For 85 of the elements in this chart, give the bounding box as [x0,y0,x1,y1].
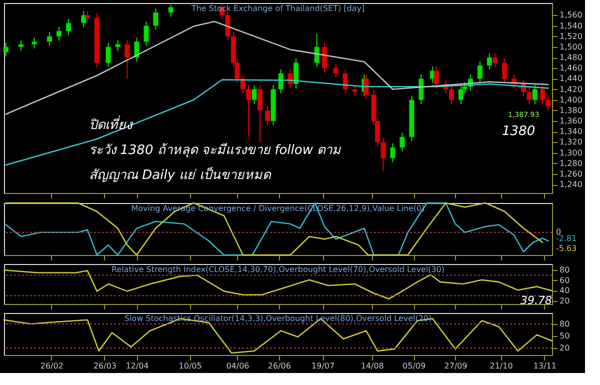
y-tick-label: 50 [560,332,570,341]
chart-title: Slow Stochastics Oscillator(14,3,3),Overbought Level(80),Oversold Level(20) [124,314,432,323]
candlestick [322,42,327,73]
candlestick [81,10,86,28]
y-tick-label: 1,440 [560,74,582,84]
annotation: 39.78 [520,294,552,307]
x-tick-label: 27/09 [444,362,468,370]
y-tick-label: 1,540 [560,21,582,30]
candlestick [144,21,149,46]
candlestick [56,26,62,42]
y-tick-label: 1,520 [560,32,582,41]
candlestick [434,66,439,89]
text: -5.63 [556,244,577,253]
annotation: ปิดเที่ยง [89,115,134,133]
y-tick-label: 1,300 [560,148,582,158]
candlestick [294,58,299,89]
y-tick-label: 1,560 [560,10,582,20]
candlestick [352,84,358,97]
candlestick [257,84,262,143]
y-tick-label: 60 [560,276,570,285]
x-tick-label: 12/04 [126,362,149,370]
y-tick-label: 1,460 [560,64,582,73]
y-tick-label: 80 [560,319,570,328]
candlestick [492,52,498,68]
y-tick-label: 1,420 [560,84,582,94]
candlestick [84,10,90,23]
y-tick-label: 20 [560,296,570,306]
candlestick [134,36,140,62]
y-tick-label: 20 [560,344,570,353]
annotation: ระวัง 1380 ถ้าหลุด จะมีแรงขาย follow ตาม [89,142,342,158]
candlestick [265,106,270,126]
candlestick [66,18,71,36]
candlestick [502,58,508,84]
annotation: สัญญาณ Daily แย่ เป็นขายหมด [89,166,272,183]
candlestick [314,33,320,68]
candlestick [486,52,492,70]
y-tick-label: 1,380 [560,106,582,115]
x-tick-label: 26/02 [40,362,64,370]
y-tick-label: 1,340 [560,127,582,136]
y-tick-label: 1,240 [560,180,582,190]
y-tick-label: 1,320 [560,138,582,147]
candlestick [400,132,405,152]
candlestick [418,74,424,105]
x-tick-label: 21/10 [490,362,513,370]
x-tick-label: 10/05 [178,362,202,370]
candlestick [546,95,551,111]
y-tick-label: 1,480 [560,53,582,62]
x-tick-label: 05/09 [402,362,426,370]
candlestick [458,84,464,105]
text: -2.81 [556,234,577,243]
y-tick-label: 1,260 [560,169,582,178]
chart-title: Relative Strength Index(CLOSE,14,30,70),Overbought Level(70),Oversold Level(30) [112,265,444,274]
candlestick [168,4,174,18]
y-tick-label: 80 [560,266,570,275]
candlestick [252,84,257,105]
candlestick [278,68,284,94]
candlestick [246,84,252,138]
candlestick [106,42,111,68]
candlestick [333,63,338,78]
y-tick-label: 1,360 [560,116,582,126]
x-tick-label: 19/07 [312,362,335,370]
candlestick [240,74,246,94]
candlestick [380,137,386,172]
candlestick [532,84,538,105]
candlestick [124,40,130,80]
candlestick [477,60,482,84]
y-tick-label: 1,500 [560,42,582,52]
candlestick [390,142,396,163]
x-tick-label: 26/06 [268,362,291,370]
candlestick [153,8,158,30]
candlestick [540,84,546,105]
y-tick-label: 1,400 [560,95,582,104]
x-tick-label: 04/06 [226,362,250,370]
candlestick [225,10,230,42]
ref-line-label: 0 [556,227,562,236]
candlestick [342,68,348,94]
annotation: 1380 [502,124,536,139]
candlestick [526,87,532,105]
candlestick [449,84,454,105]
y-tick-label: 1,280 [560,158,582,168]
x-tick-label: 13/11 [533,362,556,370]
x-tick-label: 14/08 [360,362,384,370]
y-tick-label: 40 [560,286,570,296]
x-tick-label: 26/03 [93,362,117,370]
candlestick [115,40,120,52]
